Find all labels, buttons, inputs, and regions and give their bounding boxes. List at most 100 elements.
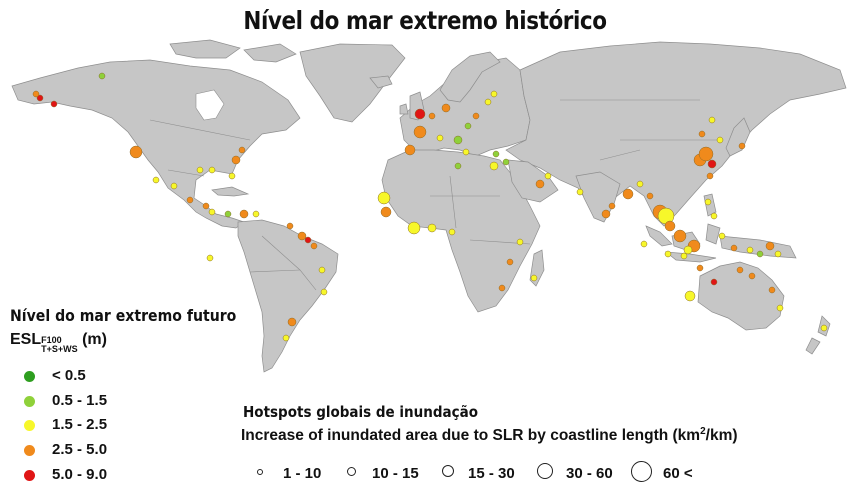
greenland xyxy=(299,43,406,123)
hotspot-marker xyxy=(490,90,498,98)
hotspot-marker xyxy=(664,220,676,232)
unit-main: ESL xyxy=(10,331,42,348)
legend-swatch-lt05 xyxy=(24,371,35,382)
hotspot-marker xyxy=(718,232,726,240)
land-masses xyxy=(11,39,847,373)
hotspot-marker xyxy=(436,134,444,142)
country-borders xyxy=(149,99,720,291)
hotspot-marker xyxy=(608,202,616,210)
asia xyxy=(505,41,847,227)
hotspot-marker xyxy=(441,103,451,113)
hotspot-marker xyxy=(716,136,724,144)
hotspot-marker xyxy=(286,222,294,230)
hotspot-marker xyxy=(498,284,506,292)
hotspot-markers xyxy=(32,72,828,342)
hotspot-marker xyxy=(673,229,687,243)
hotspot-marker xyxy=(464,122,472,130)
legend-swatch-50-90 xyxy=(24,470,35,481)
hotspot-marker xyxy=(377,191,391,205)
south-america xyxy=(237,219,339,373)
hotspot-marker xyxy=(820,324,828,332)
hotspot-marker xyxy=(196,166,204,174)
north-america xyxy=(11,59,301,229)
hotspot-marker xyxy=(206,254,214,262)
unit-paren: (m) xyxy=(82,331,107,348)
hotspot-marker xyxy=(698,130,706,138)
hotspot-marker xyxy=(252,210,260,218)
hotspot-marker xyxy=(320,288,328,296)
hotspot-marker xyxy=(768,286,776,294)
color-legend-heading: Nível do mar extremo futuro xyxy=(10,306,237,325)
iceland xyxy=(369,75,393,89)
hotspot-marker xyxy=(453,135,463,145)
hotspot-marker xyxy=(448,228,456,236)
size-circle-4 xyxy=(537,463,553,479)
unit-sup: F100 xyxy=(41,335,62,345)
size-legend-heading: Hotspots globais de inundação xyxy=(243,403,479,421)
hotspot-marker xyxy=(684,290,696,302)
hotspot-marker xyxy=(208,208,216,216)
hotspot-marker xyxy=(304,236,312,244)
size-circle-5 xyxy=(631,461,652,482)
hotspot-marker xyxy=(736,266,744,274)
hotspot-marker xyxy=(50,100,58,108)
hotspot-marker xyxy=(224,210,232,218)
hotspot-marker xyxy=(544,172,552,180)
hotspot-marker xyxy=(776,304,784,312)
hotspot-marker xyxy=(664,250,672,258)
hotspot-marker xyxy=(707,159,717,169)
hotspot-marker xyxy=(170,182,178,190)
hotspot-marker xyxy=(98,72,106,80)
hotspot-marker xyxy=(710,278,718,286)
unit-scripts: F100 T+S+WS xyxy=(41,336,78,354)
legend-swatch-05-15 xyxy=(24,396,35,407)
hotspot-marker xyxy=(506,258,514,266)
hotspot-marker xyxy=(765,241,775,251)
arctic-islands xyxy=(169,39,297,63)
subtitle-sup: 2 xyxy=(700,426,706,437)
hotspot-marker xyxy=(297,231,307,241)
legend-swatch-25-50 xyxy=(24,445,35,456)
hotspot-marker xyxy=(428,112,436,120)
hotspot-marker xyxy=(683,245,693,255)
unit-sub: T+S+WS xyxy=(41,344,78,354)
hotspot-marker xyxy=(710,212,718,220)
scandinavia xyxy=(439,51,501,103)
arabia xyxy=(507,159,559,203)
hotspot-marker xyxy=(462,148,470,156)
size-label-2: 10 - 15 xyxy=(372,465,419,482)
hotspot-marker xyxy=(601,209,611,219)
hotspot-marker xyxy=(231,155,241,165)
size-label-1: 1 - 10 xyxy=(283,465,322,482)
legend-label-25-50: 2.5 - 5.0 xyxy=(52,441,108,458)
philippines xyxy=(703,193,717,217)
hotspot-marker xyxy=(404,144,416,156)
hotspot-marker xyxy=(414,108,426,120)
hotspot-marker xyxy=(186,196,194,204)
legend-label-50-90: 5.0 - 9.0 xyxy=(52,466,108,483)
hotspot-marker xyxy=(380,206,392,218)
australia xyxy=(697,261,785,331)
size-label-3: 15 - 30 xyxy=(468,465,515,482)
hotspot-marker xyxy=(680,252,688,260)
hotspot-marker xyxy=(774,250,782,258)
hotspot-marker xyxy=(484,98,492,106)
hotspot-marker xyxy=(746,246,754,254)
hotspot-marker xyxy=(706,172,714,180)
size-label-5: 60 < xyxy=(663,465,693,482)
hotspot-marker xyxy=(202,202,210,210)
legend-swatch-15-25 xyxy=(24,420,35,431)
hotspot-marker xyxy=(646,192,654,200)
hotspot-marker xyxy=(427,223,437,233)
new-zealand xyxy=(805,315,831,355)
hotspot-marker xyxy=(698,146,714,162)
hotspot-marker xyxy=(152,176,160,184)
hotspot-marker xyxy=(530,274,538,282)
size-circle-2 xyxy=(347,467,356,476)
hotspot-marker xyxy=(208,166,216,174)
hotspot-marker xyxy=(738,142,746,150)
legend-label-15-25: 1.5 - 2.5 xyxy=(52,416,108,433)
hotspot-marker xyxy=(492,150,500,158)
hotspot-marker xyxy=(696,264,704,272)
hotspot-marker xyxy=(756,250,764,258)
